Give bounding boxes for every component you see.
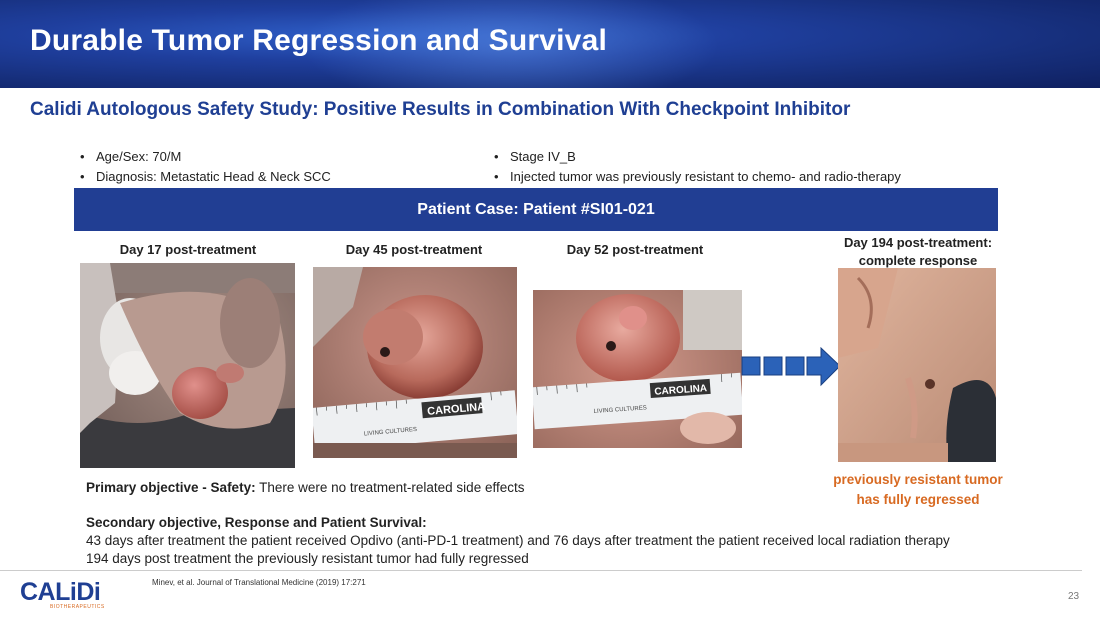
- page-number: 23: [1068, 591, 1080, 602]
- day-52-photo: CAROLINA LIVING CULTURES: [533, 268, 742, 464]
- secondary-objective-line1: 43 days after treatment the patient rece…: [86, 533, 950, 548]
- day-17-photo: [80, 263, 295, 468]
- day-45-ruler-sub: LIVING CULTURES: [364, 427, 418, 438]
- secondary-objective-line2: 194 days post treatment the previously r…: [86, 551, 529, 566]
- day-52-ruler-sub: LIVING CULTURES: [593, 405, 647, 415]
- bullet-resistance: Injected tumor was previously resistant …: [492, 167, 901, 187]
- day-17-label: Day 17 post-treatment: [119, 242, 257, 257]
- day-45-label: Day 45 post-treatment: [345, 242, 483, 257]
- citation: Minev, et al. Journal of Translational M…: [152, 578, 366, 587]
- patient-info-left: Age/Sex: 70/M Diagnosis: Metastatic Head…: [78, 147, 331, 187]
- patient-info-right: Stage IV_B Injected tumor was previously…: [492, 147, 901, 187]
- bullet-stage: Stage IV_B: [492, 147, 901, 167]
- slide-title: Durable Tumor Regression and Survival: [30, 24, 607, 57]
- day-194-label-line1: Day 194 post-treatment:: [843, 235, 993, 250]
- patient-case-bar: Patient Case: Patient #SI01-021: [74, 188, 998, 231]
- secondary-objective: Secondary objective, Response and Patien…: [86, 514, 1076, 568]
- logo-wordmark: CALiDi: [20, 578, 101, 606]
- day-194-label-line2: complete response: [858, 253, 978, 268]
- primary-objective-label: Primary objective - Safety:: [86, 480, 256, 495]
- progression-arrow: [741, 346, 841, 387]
- title-banner: Durable Tumor Regression and Survival: [0, 0, 1100, 88]
- day-194-photo: [838, 268, 996, 462]
- bullet-diagnosis: Diagnosis: Metastatic Head & Neck SCC: [78, 167, 331, 187]
- day-45-ruler-brand: CAROLINA: [427, 401, 486, 418]
- day-45-photo: CAROLINA LIVING CULTURES: [313, 267, 517, 458]
- secondary-objective-label: Secondary objective, Response and Patien…: [86, 515, 427, 530]
- primary-objective-text: There were no treatment-related side eff…: [255, 480, 525, 495]
- regression-note: previously resistant tumor has fully reg…: [812, 470, 1024, 510]
- regression-note-line2: has fully regressed: [856, 492, 980, 507]
- day-52-label: Day 52 post-treatment: [566, 242, 704, 257]
- primary-objective: Primary objective - Safety: There were n…: [86, 480, 524, 495]
- regression-note-line1: previously resistant tumor: [833, 472, 1003, 487]
- day-52-ruler-brand: CAROLINA: [654, 383, 707, 398]
- day-194-label: Day 194 post-treatment: complete respons…: [818, 234, 1018, 270]
- logo-subtitle: BIOTHERAPEUTICS: [50, 604, 105, 610]
- bullet-age-sex: Age/Sex: 70/M: [78, 147, 331, 167]
- slide-subtitle: Calidi Autologous Safety Study: Positive…: [30, 99, 851, 120]
- calidi-logo: CALiDi BIOTHERAPEUTICS: [20, 578, 112, 610]
- footer-divider: [0, 570, 1082, 571]
